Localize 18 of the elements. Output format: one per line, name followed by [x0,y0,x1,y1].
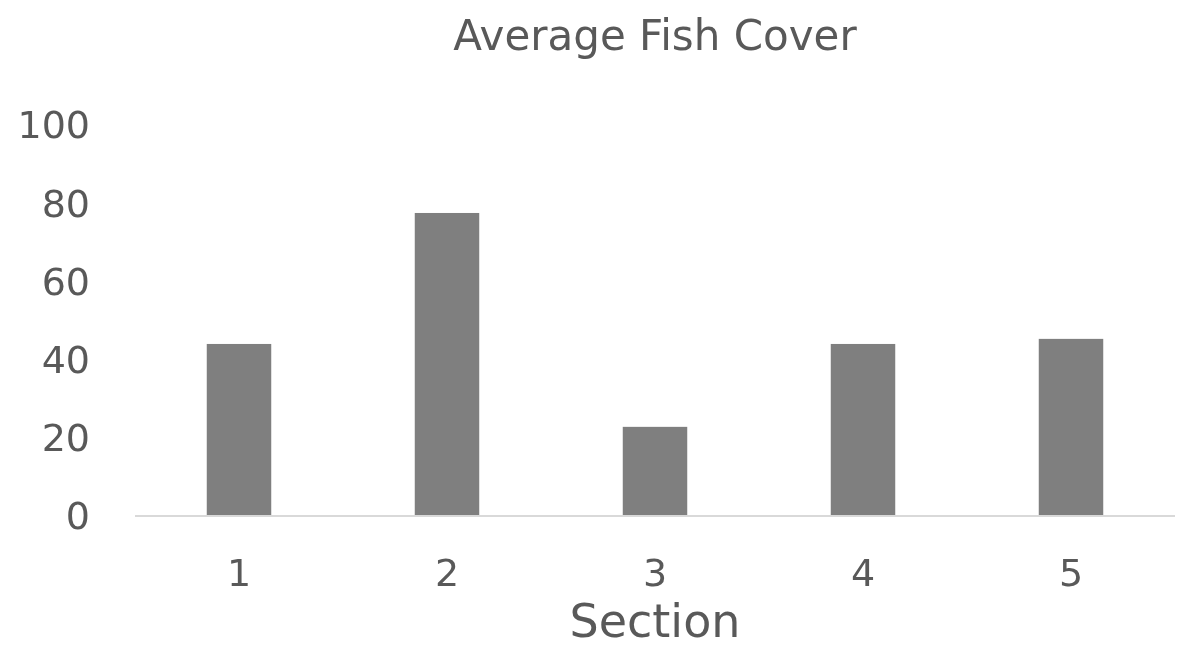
y-tick-label: 80 [41,181,90,226]
x-tick-label: 1 [226,551,252,595]
x-axis-title: Section [569,594,741,648]
bar [414,212,480,516]
x-tick-label: 5 [1058,551,1084,595]
y-tick-label: 0 [65,494,90,539]
bar [622,426,688,516]
chart-title: Average Fish Cover [453,11,858,60]
bar [1038,338,1104,516]
x-tick-label: 2 [434,551,460,595]
y-tick-label: 40 [41,337,90,382]
bar [830,343,896,516]
y-tick-label: 100 [17,103,90,148]
bar [206,343,272,516]
y-tick-label: 20 [41,416,90,461]
x-tick-label: 3 [642,551,668,595]
x-tick-label: 4 [850,551,876,595]
y-tick-label: 60 [41,259,90,304]
